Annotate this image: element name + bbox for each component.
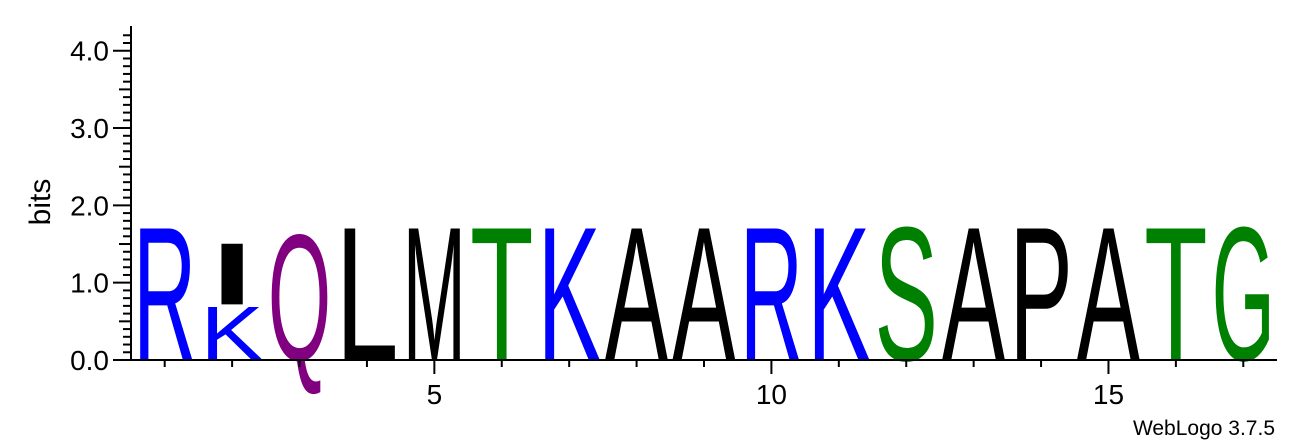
logo-letter-glyph: K — [537, 187, 600, 401]
logo-letter-A: A — [672, 186, 735, 400]
logo-letter-A: A — [605, 186, 668, 400]
logo-letter-T: T — [470, 187, 533, 401]
y-tick-label: 1.0 — [70, 268, 109, 299]
x-tick-label: 15 — [1093, 379, 1124, 410]
x-tick-label: 10 — [756, 379, 787, 410]
y-tick-label: 3.0 — [70, 113, 109, 144]
logo-letter-L: L — [335, 189, 398, 402]
logo-letter-glyph: G — [1212, 188, 1275, 401]
logo-letter-K: K — [537, 187, 600, 401]
logo-letter-glyph: R — [133, 187, 196, 402]
x-tick-label: 5 — [427, 379, 443, 410]
logo-letter-P: P — [1009, 187, 1072, 401]
logo-letter-glyph: L — [335, 189, 398, 402]
weblogo-credit: WebLogo 3.7.5 — [1133, 417, 1275, 440]
axes: 0.0 1.0 2.0 3.0 4.0 5 10 15 — [70, 26, 1277, 410]
logo-letter-S: S — [875, 187, 938, 401]
logo-letter-I: I — [200, 224, 263, 323]
logo-letter-R: R — [133, 187, 196, 402]
logo-letter-glyph: T — [1144, 187, 1207, 401]
logo-letter-glyph: T — [470, 187, 533, 401]
y-tick-label: 0.0 — [70, 345, 109, 376]
y-tick-label: 4.0 — [70, 36, 109, 67]
logo-letter-glyph: P — [1009, 187, 1072, 401]
logo-letter-T: T — [1144, 187, 1207, 401]
logo-letter-glyph: K — [807, 187, 870, 401]
y-axis-label: bits — [24, 179, 57, 226]
logo-letters: R KI Q L M T K A A R K S A P A T G — [133, 186, 1275, 401]
logo-letter-G: G — [1212, 188, 1275, 401]
logo-letter-glyph: S — [875, 187, 938, 401]
logo-letter-glyph: A — [605, 186, 668, 400]
logo-letter-glyph: A — [942, 186, 1005, 400]
logo-letter-K: K — [807, 187, 870, 401]
logo-letter-Q: Q — [268, 196, 331, 398]
logo-letter-A: A — [942, 186, 1005, 400]
logo-letter-glyph: I — [200, 224, 263, 323]
y-tick-label: 2.0 — [70, 190, 109, 221]
logo-letter-glyph: A — [672, 186, 735, 400]
logo-letter-glyph: Q — [268, 196, 331, 398]
